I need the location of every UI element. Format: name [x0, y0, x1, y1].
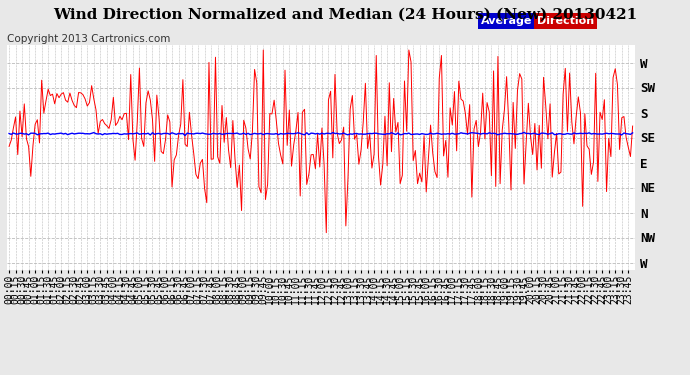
Text: Copyright 2013 Cartronics.com: Copyright 2013 Cartronics.com — [7, 34, 170, 44]
Text: Average: Average — [481, 16, 533, 26]
Text: Wind Direction Normalized and Median (24 Hours) (New) 20130421: Wind Direction Normalized and Median (24… — [53, 8, 637, 21]
Text: Direction: Direction — [537, 16, 594, 26]
